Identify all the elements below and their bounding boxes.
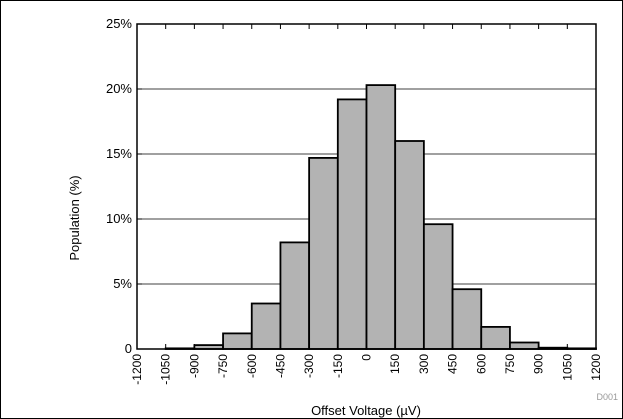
- histogram-bar: [336, 98, 368, 350]
- y-axis-label: Population (%): [67, 175, 82, 260]
- figure-id-label: D001: [596, 392, 618, 402]
- histogram-bar: [451, 288, 483, 350]
- y-tick-label: 15%: [106, 146, 132, 161]
- x-tick-label: 0: [360, 354, 374, 361]
- histogram-bar: [365, 84, 397, 350]
- x-tick-label: -600: [245, 354, 259, 378]
- x-tick-label: 450: [446, 354, 460, 374]
- histogram-bar: [394, 140, 425, 350]
- x-tick-label: 600: [474, 354, 488, 374]
- x-tick-label: -750: [216, 354, 230, 378]
- histogram-bars: [164, 84, 597, 350]
- x-tick-label: 1200: [589, 354, 603, 381]
- x-tick-label: 300: [417, 354, 431, 374]
- histogram-bar: [509, 341, 540, 350]
- histogram-bar: [250, 302, 282, 350]
- x-tick-label: -1200: [130, 354, 144, 385]
- x-tick-label: -1050: [159, 354, 173, 385]
- axis-ticks: [136, 23, 597, 350]
- y-tick-label: 20%: [106, 81, 132, 96]
- x-tick-label: -450: [273, 354, 287, 378]
- histogram-bar: [222, 332, 253, 350]
- x-tick-label: -150: [331, 354, 345, 378]
- histogram-bar: [422, 223, 454, 350]
- x-axis-tick-labels: -1200 -1050 -900 -750 -600 -450 -300 -150 0 150 30…: [130, 354, 603, 385]
- x-tick-label: 150: [388, 354, 402, 374]
- y-tick-label: 25%: [106, 16, 132, 31]
- y-tick-label: 5%: [113, 276, 132, 291]
- x-tick-label: 900: [532, 354, 546, 374]
- x-tick-label: -900: [187, 354, 201, 378]
- x-tick-label: 1050: [560, 354, 574, 381]
- y-tick-label: 0: [125, 341, 132, 356]
- y-axis-tick-labels: 0 5% 10% 15% 20% 25%: [106, 16, 132, 356]
- histogram-bar: [279, 241, 311, 350]
- y-tick-label: 10%: [106, 211, 132, 226]
- x-axis-label: Offset Voltage (µV): [311, 403, 421, 418]
- x-tick-label: 750: [503, 354, 517, 374]
- x-tick-label: -300: [302, 354, 316, 378]
- histogram-bar: [480, 325, 511, 350]
- histogram-bar: [308, 156, 339, 350]
